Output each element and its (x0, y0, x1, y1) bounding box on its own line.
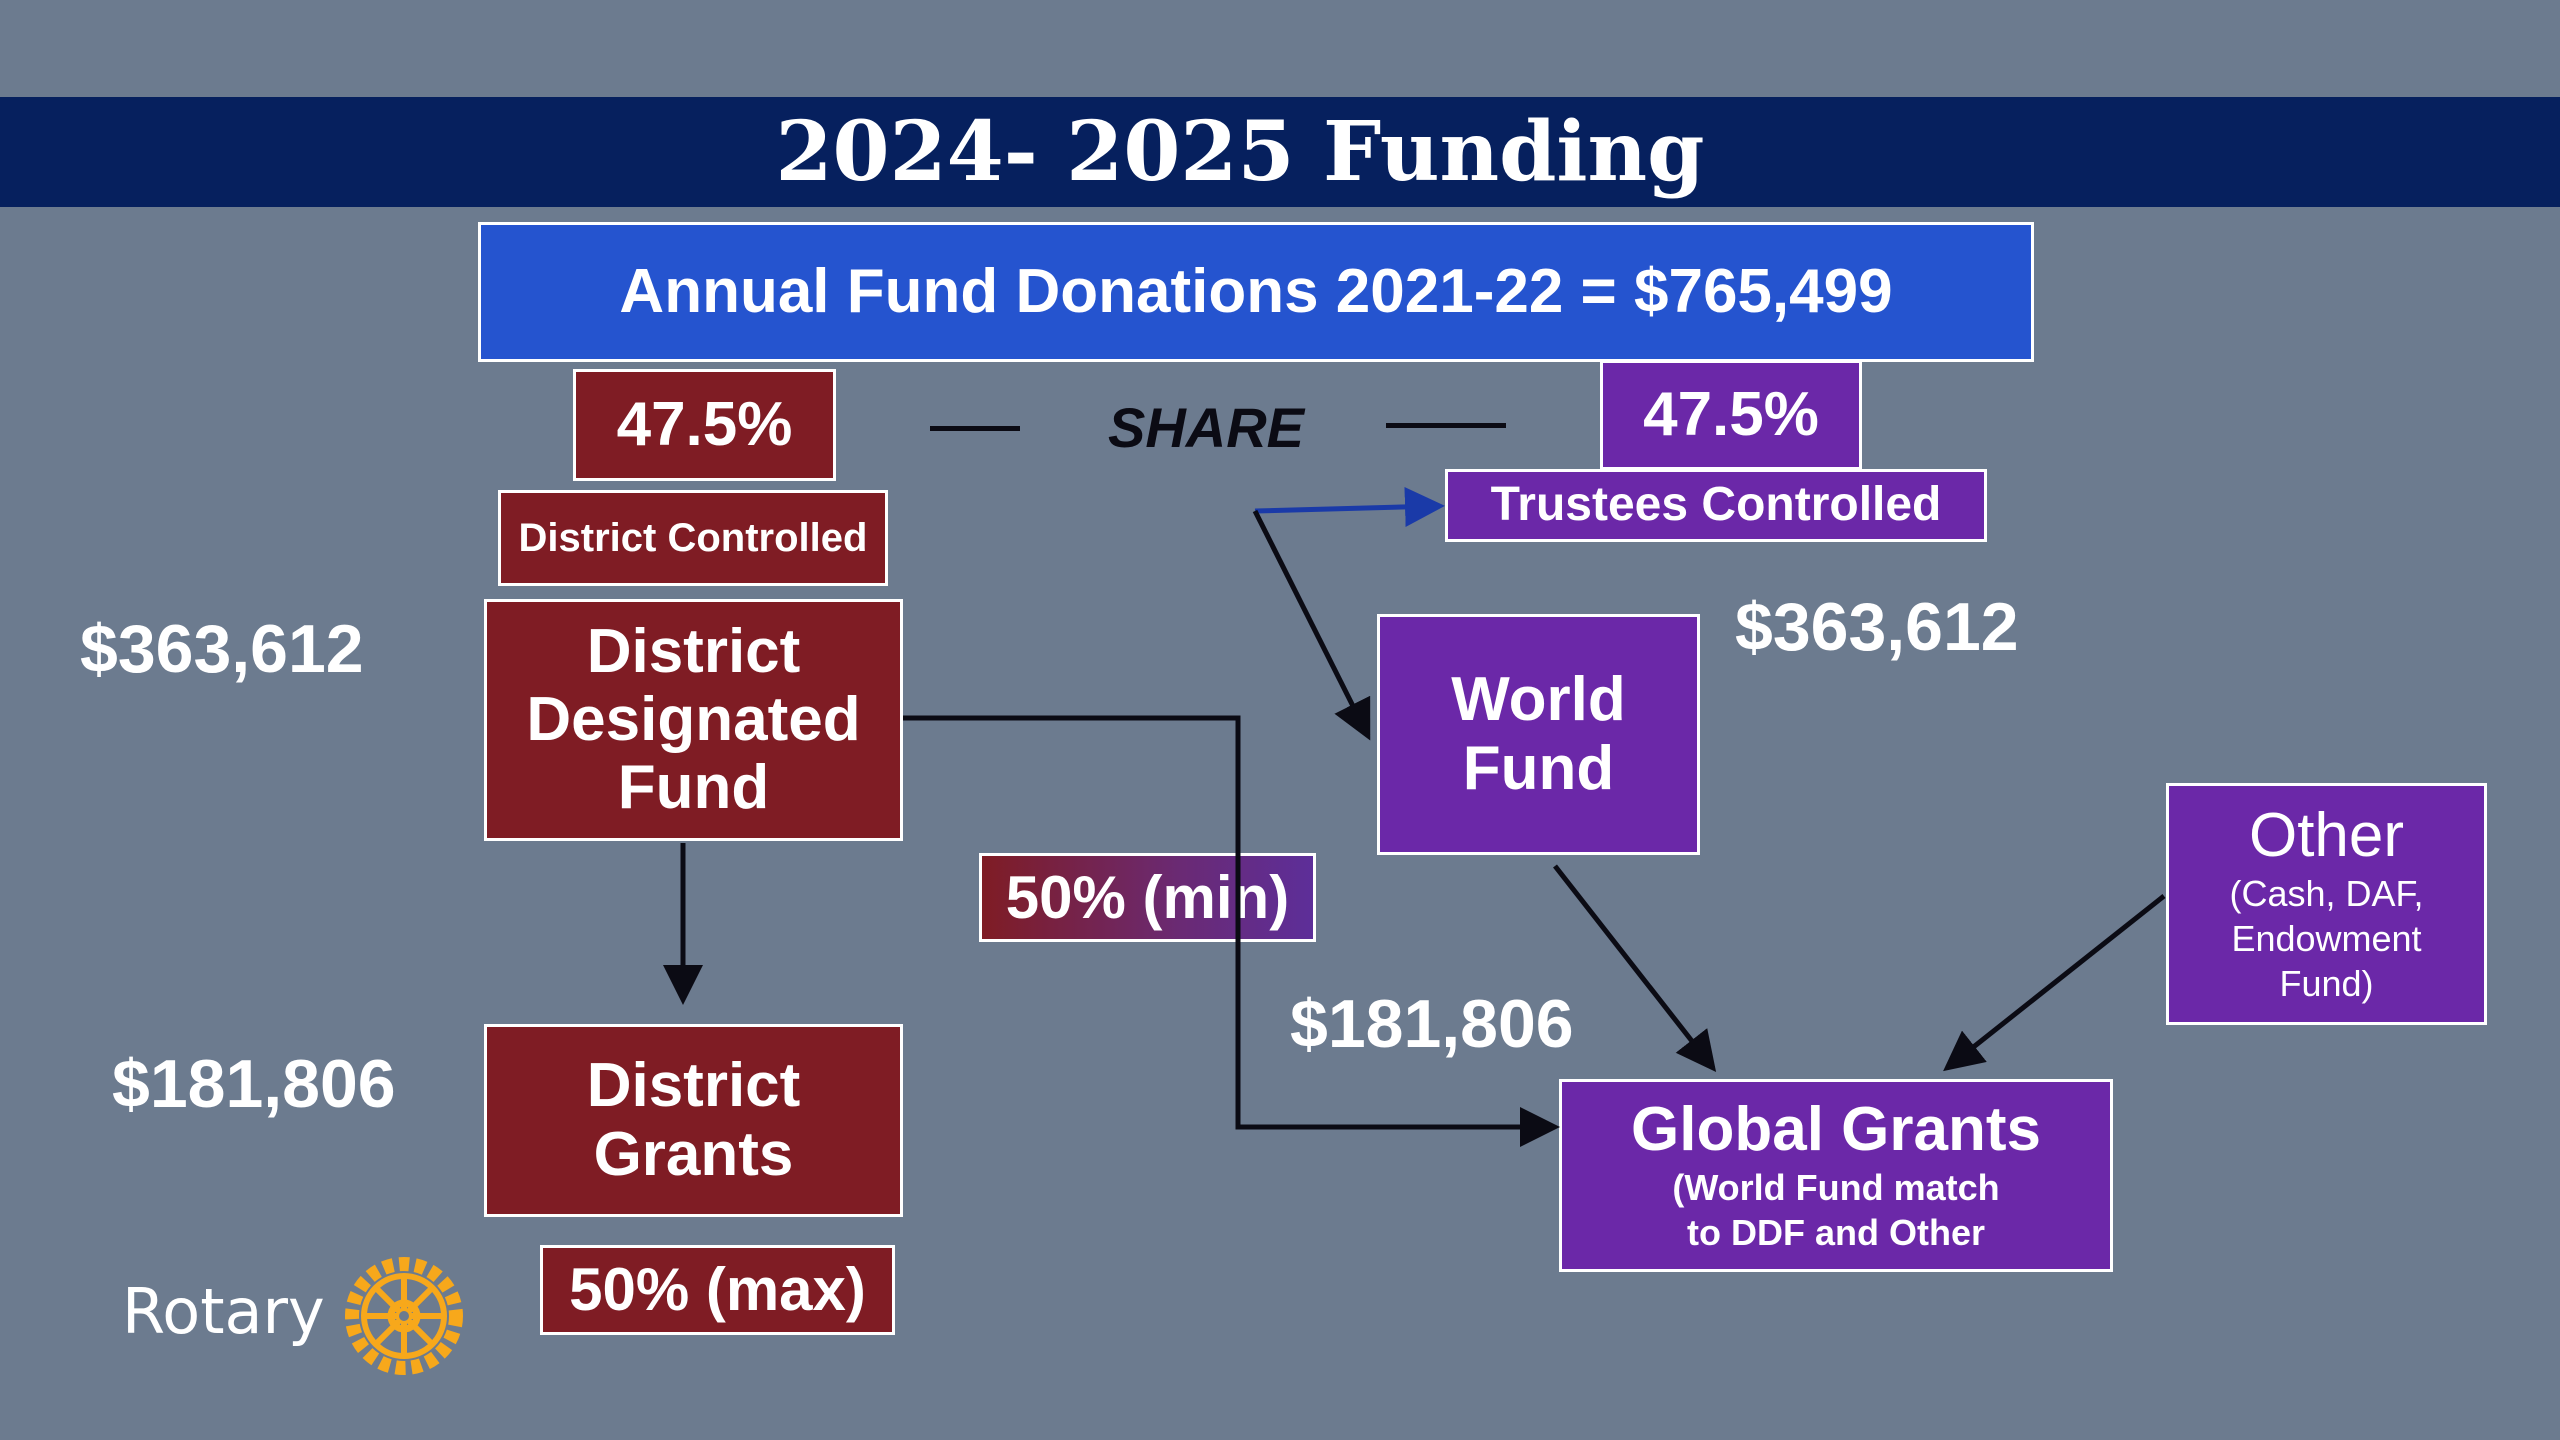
rotary-logo-text: Rotary (122, 1275, 325, 1348)
annual-fund-box: Annual Fund Donations 2021-22 = $765,499 (478, 222, 2034, 362)
global-grants-sub2: to DDF and Other (1687, 1211, 1985, 1253)
trustees-controlled-label: Trustees Controlled (1445, 469, 1987, 542)
trustees-controlled-text: Trustees Controlled (1490, 478, 1942, 532)
global-grants-sub1: (World Fund match (1672, 1166, 2000, 1208)
slide-title: 2024- 2025 Funding (775, 104, 1705, 200)
district-grants-line1: District (586, 1051, 801, 1121)
ddf-line2: Designated (526, 684, 861, 754)
arrow-ddf-to-global-grants (903, 715, 1560, 1147)
global-grants-box: Global Grants (World Fund match to DDF a… (1559, 1079, 2113, 1272)
share-label: SHARE (1108, 396, 1305, 459)
share-dash-left (930, 426, 1020, 431)
other-title: Other (2248, 801, 2405, 871)
arrow-other-to-global-grants (1943, 894, 2166, 1072)
share-dash-right (1386, 423, 1506, 428)
district-controlled-label: District Controlled (498, 490, 888, 586)
world-fund-amount: $363,612 (1735, 589, 2019, 665)
ddf-amount: $363,612 (80, 611, 364, 687)
district-grants-amount: $181,806 (112, 1046, 396, 1122)
world-fund-box: World Fund (1377, 614, 1700, 855)
min-pct-text: 50% (min) (1005, 863, 1290, 931)
ddf-line1: District (586, 616, 801, 686)
district-share-badge: 47.5% (573, 369, 836, 481)
trustee-share-badge: 47.5% (1600, 360, 1862, 470)
min-pct-badge: 50% (min) (979, 853, 1316, 942)
title-bar: 2024- 2025 Funding (0, 97, 2560, 207)
world-fund-line1: World (1451, 665, 1626, 735)
global-grants-title: Global Grants (1631, 1095, 2041, 1165)
other-box: Other (Cash, DAF, Endowment Fund) (2166, 783, 2487, 1025)
max-pct-badge: 50% (max) (540, 1245, 895, 1335)
annual-fund-label: Annual Fund Donations 2021-22 = $765,499 (619, 256, 1893, 326)
arrow-to-trustees-controlled (1254, 486, 1445, 527)
district-grants-box: District Grants (484, 1024, 903, 1217)
other-sub2: Endowment (2231, 917, 2422, 959)
max-pct-text: 50% (max) (569, 1256, 866, 1323)
arrow-world-fund-to-global-grants (1553, 864, 1717, 1072)
district-grants-line2: Grants (593, 1119, 794, 1189)
arrow-to-world-fund (1252, 509, 1371, 741)
world-fund-line2: Fund (1462, 733, 1615, 803)
district-controlled-text: District Controlled (518, 516, 868, 560)
other-sub1: (Cash, DAF, (2229, 872, 2424, 914)
ddf-line3: Fund (617, 753, 770, 823)
trustee-share-pct: 47.5% (1643, 379, 1819, 449)
rotary-wheel-icon (340, 1252, 468, 1380)
district-share-pct: 47.5% (616, 389, 793, 459)
district-designated-fund-box: District Designated Fund (484, 599, 903, 841)
global-grants-amount: $181,806 (1290, 986, 1574, 1062)
other-sub3: Fund) (2279, 962, 2374, 1004)
